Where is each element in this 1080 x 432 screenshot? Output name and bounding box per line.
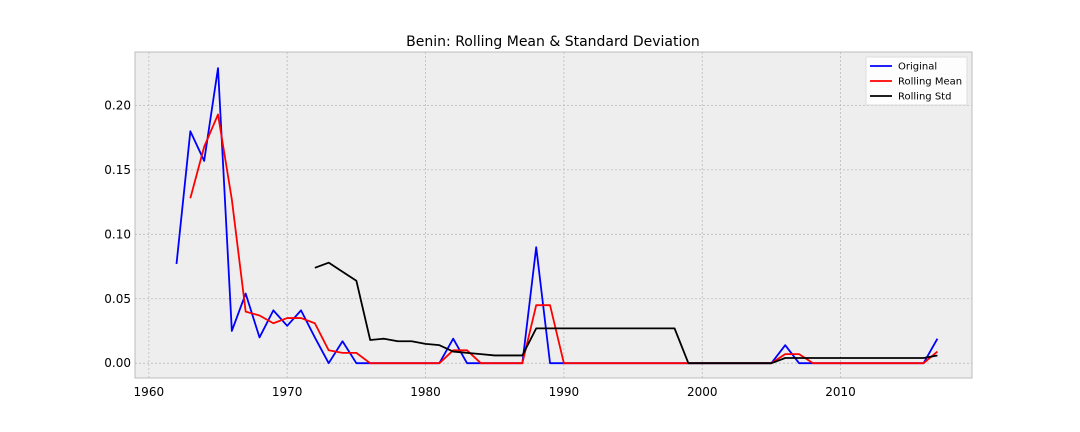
- y-tick-label: 0.00: [104, 356, 131, 370]
- x-axis: 1960 1970 1980 1990 2000 2010: [134, 385, 856, 399]
- legend-label: Rolling Std: [898, 92, 951, 103]
- series-line-original: [175, 67, 939, 365]
- y-axis: 0.00 0.05 0.10 0.15 0.20: [104, 98, 131, 370]
- y-tick-label: 0.15: [104, 163, 131, 177]
- y-tick-label: 0.10: [104, 227, 131, 241]
- legend-label: Rolling Mean: [898, 77, 962, 88]
- x-tick-label: 1970: [272, 385, 303, 399]
- x-tick-label: 2000: [687, 385, 718, 399]
- x-tick-label: 1980: [410, 385, 441, 399]
- series-line-rolling-std: [314, 261, 938, 365]
- chart-title: Benin: Rolling Mean & Standard Deviation: [406, 34, 700, 50]
- legend: Original Rolling Mean Rolling Std: [865, 56, 968, 106]
- legend-label: Original: [898, 62, 937, 73]
- y-tick-label: 0.20: [104, 98, 131, 112]
- x-tick-label: 1960: [134, 385, 165, 399]
- x-tick-label: 1990: [549, 385, 580, 399]
- y-tick-label: 0.05: [104, 292, 131, 306]
- series-lines: [175, 67, 939, 365]
- x-tick-label: 2010: [825, 385, 856, 399]
- series-line-rolling-mean: [189, 113, 938, 365]
